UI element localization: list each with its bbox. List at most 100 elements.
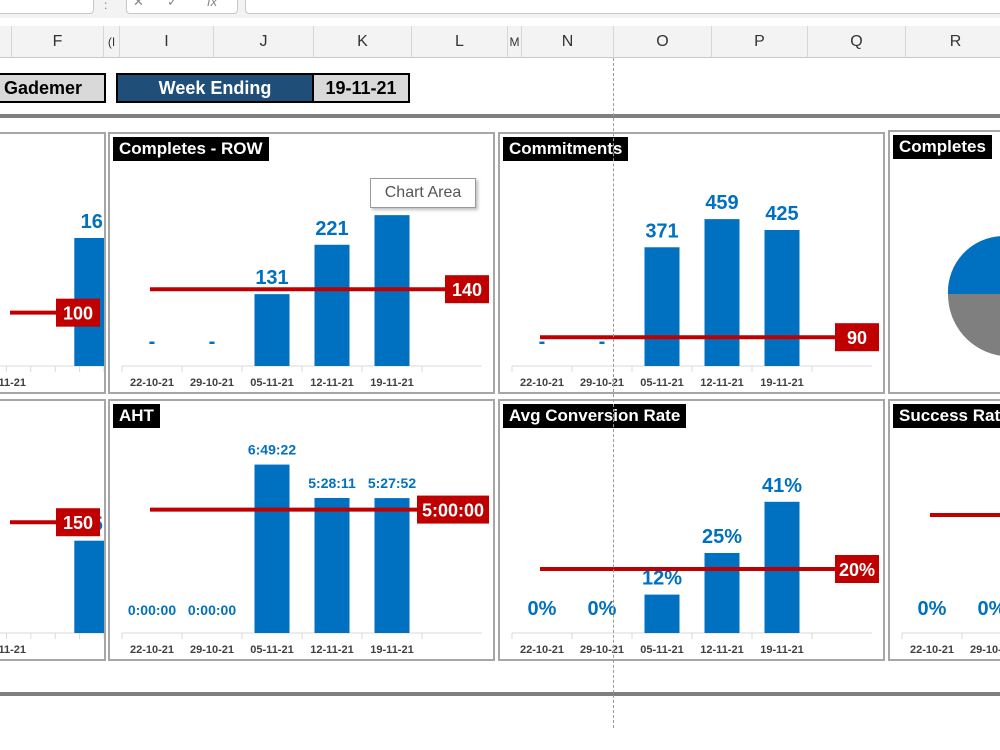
bar <box>254 294 290 366</box>
column-header-hidden[interactable]: (I <box>104 26 120 58</box>
x-tick-label: 05-11-21 <box>640 377 683 389</box>
chart-panel-aht[interactable]: AHT 0:00:00 22-10-21 0:00:00 29-10-21 6:49:2… <box>108 399 495 661</box>
x-tick-label: 12-11-21 <box>310 377 353 389</box>
x-tick-label: 22-10-21 <box>130 377 174 389</box>
target-label: 100 <box>63 304 93 324</box>
chart-panel-success-rate[interactable]: Success Rat 0% 22-10-21 0% 29-10-21 <box>888 399 1000 661</box>
target-label: 20% <box>839 560 875 580</box>
week-ending-label: Week Ending <box>116 73 314 103</box>
chart-panel-avg-conversion-rate[interactable]: Avg Conversion Rate 0% 22-10-21 0% 29-10-21… <box>498 399 885 661</box>
chart-aht[interactable]: 0:00:00 22-10-21 0:00:00 29-10-21 6:49:22 05-… <box>110 401 493 659</box>
chart-avg-conversion-rate[interactable]: 0% 22-10-21 0% 29-10-21 12% 05-11-21 25% 12-11-… <box>500 401 883 659</box>
separator-top <box>0 114 1000 118</box>
target-badge <box>835 555 879 583</box>
x-tick-label: 12-11-21 <box>310 644 353 656</box>
column-header-edge[interactable] <box>0 26 12 58</box>
column-header[interactable]: I <box>120 26 214 58</box>
x-tick-label: 05-11-21 <box>250 377 293 389</box>
data-label: 41% <box>762 475 802 497</box>
x-tick-label: 19-11-21 <box>370 377 413 389</box>
chart-completes-row[interactable]: - 22-10-21 - 29-10-21 131 05-11-21 221 12-11-21… <box>110 134 493 392</box>
chart-title: AHT <box>113 404 160 428</box>
formula-input[interactable] <box>245 0 1000 14</box>
formula-bar: : ✕ ✓ fx <box>0 0 1000 18</box>
confirm-icon[interactable]: ✓ <box>167 0 178 9</box>
chart-panel-left-top[interactable]: 16 11-21 100 <box>0 132 106 394</box>
column-header[interactable]: P <box>712 26 808 58</box>
column-header[interactable]: M <box>508 26 522 58</box>
formula-buttons: ✕ ✓ fx <box>126 0 238 14</box>
week-ending-date-cell[interactable]: 19-11-21 <box>312 73 410 103</box>
target-badge <box>445 275 489 304</box>
bar <box>764 230 800 366</box>
chart-completes-pie[interactable] <box>890 132 1000 392</box>
x-tick-label: 05-11-21 <box>250 644 293 656</box>
x-tick-label: 22-10-21 <box>520 377 564 389</box>
separator-bottom <box>0 692 1000 696</box>
chart-title: Completes <box>893 135 992 159</box>
x-tick-label: 11-21 <box>0 377 26 389</box>
target-label: 140 <box>452 280 482 300</box>
chart-panel-completes-row[interactable]: Completes - ROW - 22-10-21 - 29-10-21 131 05-… <box>108 132 495 394</box>
data-label: 371 <box>645 220 678 242</box>
x-tick-label: 29-10-21 <box>580 377 624 389</box>
data-label: - <box>539 331 546 353</box>
target-label: 90 <box>847 328 867 348</box>
bar <box>314 497 350 633</box>
data-label: 5:28:11 <box>308 475 356 491</box>
cancel-icon[interactable]: ✕ <box>133 0 144 9</box>
x-tick-label: 29-10-21 <box>580 644 624 656</box>
x-tick-label: 19-11-21 <box>370 644 413 656</box>
column-header[interactable]: F <box>12 26 104 58</box>
x-tick-label: 19-11-21 <box>760 377 803 389</box>
column-header[interactable]: Q <box>808 26 906 58</box>
bar <box>374 498 410 633</box>
chart-title: Commitments <box>503 137 629 161</box>
column-header[interactable]: L <box>412 26 508 58</box>
data-label: 0:00:00 <box>128 602 176 618</box>
data-label: 425 <box>765 203 798 225</box>
column-header[interactable]: N <box>522 26 614 58</box>
chart-commitments[interactable]: - 22-10-21 - 29-10-21 371 05-11-21 459 12-11-21… <box>500 134 883 392</box>
x-tick-label: 22-10-21 <box>520 644 564 656</box>
x-tick-label: 19-11-21 <box>760 644 803 656</box>
page-break-line <box>613 58 614 728</box>
data-label: 0% <box>978 598 1000 620</box>
chart-left-top[interactable]: 16 11-21 100 <box>0 134 104 392</box>
agent-name-cell[interactable]: Gademer <box>0 73 106 103</box>
target-label: 5:00:00 <box>422 501 484 521</box>
column-header[interactable]: K <box>314 26 412 58</box>
formula-bar-splitter[interactable]: : <box>104 0 108 12</box>
chart-panel-commitments[interactable]: Commitments - 22-10-21 - 29-10-21 371 05-11-2… <box>498 132 885 394</box>
chart-area-tooltip: Chart Area <box>370 178 476 208</box>
chart-success-rate[interactable]: 0% 22-10-21 0% 29-10-21 <box>890 401 1000 659</box>
bar <box>314 244 350 366</box>
column-header[interactable]: O <box>614 26 712 58</box>
column-header[interactable]: J <box>214 26 314 58</box>
data-label: 459 <box>705 192 738 214</box>
pie-slice <box>947 294 1000 356</box>
chart-title: Completes - ROW <box>113 137 269 161</box>
x-tick-label: 11-21 <box>0 644 26 656</box>
data-label: - <box>599 331 606 353</box>
chart-title: Avg Conversion Rate <box>503 404 687 428</box>
fx-icon[interactable]: fx <box>207 0 218 9</box>
data-label: 5:27:52 <box>368 475 416 491</box>
x-tick-label: 12-11-21 <box>700 377 743 389</box>
target-badge <box>417 495 489 524</box>
column-header[interactable]: R <box>906 26 1000 58</box>
data-label: 0:00:00 <box>188 602 236 618</box>
chart-title: Success Rat <box>893 404 1000 428</box>
chart-panel-completes[interactable]: Completes <box>888 130 1000 394</box>
x-tick-label: 29-10-21 <box>970 644 1000 656</box>
name-box[interactable] <box>0 0 94 14</box>
target-label: 150 <box>63 513 93 533</box>
pie-slice <box>947 236 1000 294</box>
x-tick-label: 12-11-21 <box>700 644 743 656</box>
data-label: 6:49:22 <box>248 442 296 458</box>
x-tick-label: 05-11-21 <box>640 644 683 656</box>
data-label: 0% <box>528 598 557 620</box>
bar <box>644 247 680 366</box>
